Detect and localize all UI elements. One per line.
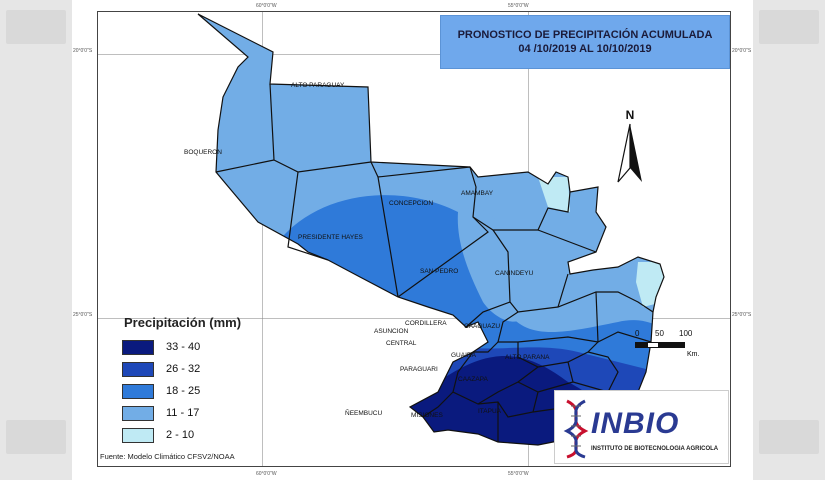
graticule-line <box>98 54 730 55</box>
inbio-logo: INBIO INSTITUTO DE BIOTECNOLOGIA AGRICOL… <box>554 390 729 464</box>
logo-subtitle: INSTITUTO DE BIOTECNOLOGIA AGRICOLA <box>591 446 719 452</box>
legend-title: Precipitación (mm) <box>124 315 242 330</box>
legend-swatch <box>122 427 154 443</box>
label-caaguazu: CAAGUAZU <box>464 323 501 330</box>
coord-label-top-right: 55°0'0"W <box>508 3 529 9</box>
legend-item: 18 - 25 <box>122 380 241 402</box>
label-neembucu: ÑEEMBUCU <box>345 410 383 417</box>
right-background <box>753 0 825 480</box>
label-presidente-hayes: PRESIDENTE HAYES <box>298 234 363 241</box>
data-source: Fuente: Modelo Climático CFSV2/NOAA <box>100 452 235 461</box>
dna-helix-icon <box>563 399 589 459</box>
label-caazapa: CAAZAPA <box>458 376 488 383</box>
coord-label-right-bottom: 25°0'0"S <box>732 312 752 318</box>
legend-swatch <box>122 361 154 377</box>
label-misiones: MISIONES <box>411 412 443 419</box>
north-arrow: N <box>616 108 644 189</box>
label-canindeyu: CANINDEYU <box>495 270 534 277</box>
left-background <box>0 0 72 480</box>
scale-tick-label: 0 <box>635 329 640 338</box>
coord-label-left-bottom: 25°0'0"S <box>73 312 93 318</box>
map-title: PRONOSTICO DE PRECIPITACIÓN ACUMULADA <box>457 29 713 41</box>
coord-label-top-left: 60°0'0"W <box>256 3 277 9</box>
north-arrow-icon <box>617 123 642 183</box>
coord-label-left-top: 20°0'0"S <box>73 48 93 54</box>
label-boqueron: BOQUERON <box>184 149 222 156</box>
map-date-range: 04 /10/2019 AL 10/10/2019 <box>518 43 652 55</box>
scale-ticks: 0 50 100 <box>635 329 715 339</box>
label-san-pedro: SAN PEDRO <box>420 268 459 275</box>
north-label: N <box>625 108 635 122</box>
scale-unit: Km. <box>687 351 700 358</box>
legend-swatch <box>122 339 154 355</box>
legend-label: 18 - 25 <box>166 385 201 397</box>
map-title-box: PRONOSTICO DE PRECIPITACIÓN ACUMULADA 04… <box>440 15 730 69</box>
legend-swatch <box>122 405 154 421</box>
scale-segments <box>635 342 715 348</box>
label-cordillera: CORDILLERA <box>405 320 447 327</box>
legend-item: 26 - 32 <box>122 358 241 380</box>
scale-tick-label: 50 <box>655 329 664 338</box>
scale-bar: 0 50 100 Km. <box>635 329 715 358</box>
label-asuncion: ASUNCION <box>374 328 409 335</box>
graticule-line <box>98 318 730 319</box>
map-frame: ALTO PARAGUAY BOQUERON PRESIDENTE HAYES … <box>97 11 731 467</box>
label-concepcion: CONCEPCION <box>389 200 434 207</box>
background-block <box>6 420 66 454</box>
coord-label-bottom-right: 55°0'0"W <box>508 471 529 477</box>
legend-label: 33 - 40 <box>166 341 201 353</box>
label-paraguari: PARAGUARI <box>400 366 438 373</box>
legend-label: 2 - 10 <box>166 429 195 441</box>
label-central: CENTRAL <box>386 340 417 347</box>
logo-name: INBIO <box>591 407 680 440</box>
legend-item: 33 - 40 <box>122 336 241 358</box>
graticule-line <box>262 12 263 466</box>
coord-label-right-top: 20°0'0"S <box>732 48 752 54</box>
label-guaira: GUAIRA <box>451 352 476 359</box>
label-alto-parana: ALTO PARANA <box>505 354 550 361</box>
background-block <box>6 10 66 44</box>
zone-11-17 <box>457 208 528 322</box>
scale-tick-label: 100 <box>679 329 693 338</box>
background-block <box>759 420 819 454</box>
coord-label-bottom-left: 60°0'0"W <box>256 471 277 477</box>
label-amambay: AMAMBAY <box>461 190 494 197</box>
legend-item: 11 - 17 <box>122 402 241 424</box>
zone-2-10 <box>538 177 570 212</box>
label-itapua: ITAPUA <box>478 408 501 415</box>
legend-swatch <box>122 383 154 399</box>
legend: Precipitación (mm) 33 - 40 26 - 32 18 - … <box>122 315 241 446</box>
legend-item: 2 - 10 <box>122 424 241 446</box>
legend-label: 26 - 32 <box>166 363 201 375</box>
legend-label: 11 - 17 <box>166 407 200 419</box>
label-alto-paraguay: ALTO PARAGUAY <box>291 82 345 89</box>
background-block <box>759 10 819 44</box>
